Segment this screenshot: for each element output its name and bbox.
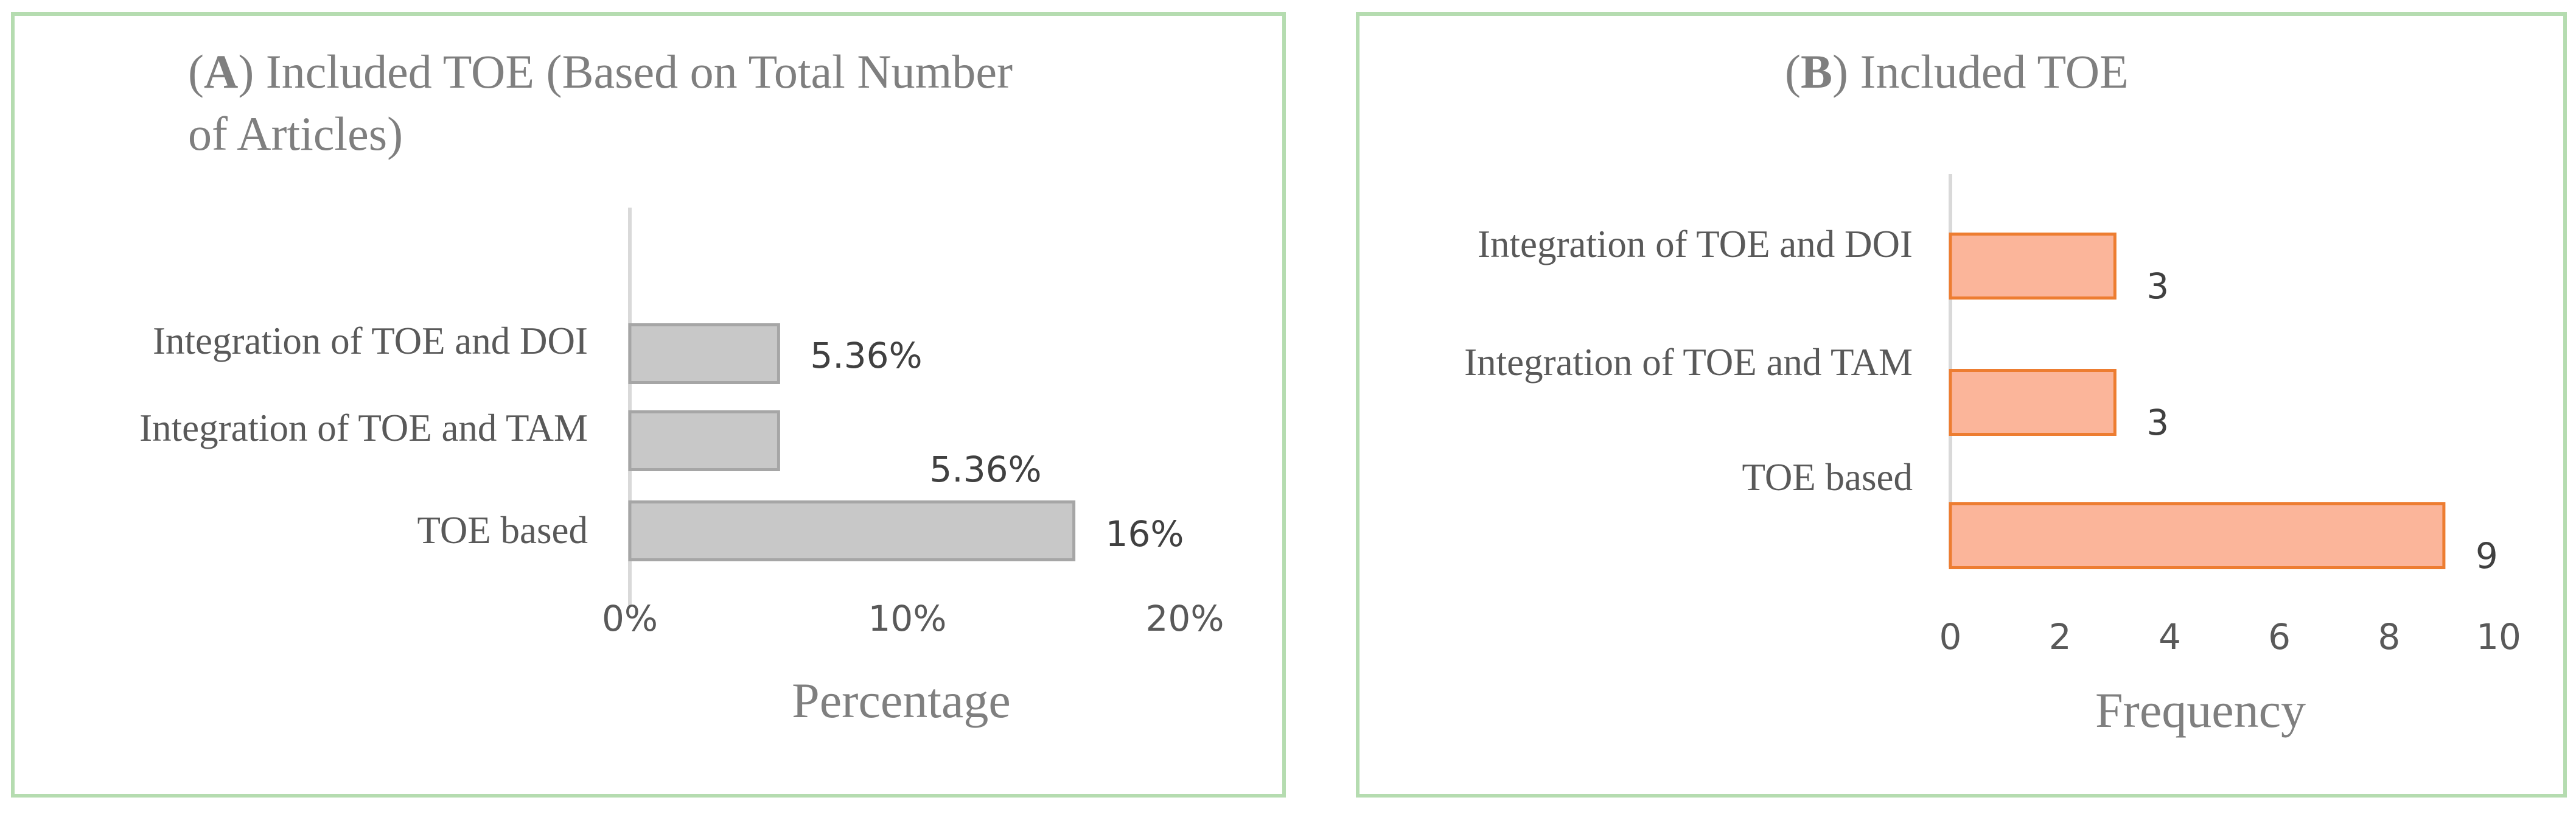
category-label: Integration of TOE and TAM [139,407,588,449]
chart-a-svg: (A) Included TOE (Based on Total Number … [139,45,1224,728]
bar [1949,233,2117,300]
x-tick-label: 2 [2049,616,2072,657]
category-label: TOE based [1742,456,1913,499]
x-tick-label: 6 [2268,616,2291,657]
chart-panel-b: (B) Included TOE Frequency 0 2 4 6 8 10 Integr… [1356,12,2567,798]
category-label: TOE based [417,509,588,552]
bar [1949,502,2446,569]
x-tick-label: 8 [2378,616,2400,657]
x-tick-label: 4 [2159,616,2181,657]
bar [628,323,780,384]
category-label: Integration of TOE and TAM [1464,341,1913,384]
bar [1949,369,2117,436]
bar [628,500,1076,561]
bar [628,410,780,471]
data-label: 3 [2146,402,2169,443]
chart-b-x-axis-title: Frequency [2095,682,2306,738]
x-tick-label: 0 [1939,616,1962,657]
category-label: Integration of TOE and DOI [1478,223,1913,265]
x-tick-label: 0% [602,598,658,639]
data-label: 3 [2146,265,2169,307]
chart-a-x-axis-title: Percentage [792,673,1011,728]
x-tick-label: 20% [1146,598,1224,639]
data-label: 5.36% [929,449,1041,490]
chart-a-title-line2: of Articles) [188,107,403,160]
x-tick-label: 10 [2476,616,2521,657]
data-label: 16% [1106,513,1184,555]
data-label: 5.36% [810,335,922,376]
data-label: 9 [2476,535,2498,577]
x-tick-label: 10% [868,598,947,639]
chart-b-title: (B) Included TOE [1785,45,2129,98]
chart-panel-a: (A) Included TOE (Based on Total Number … [11,12,1286,798]
chart-a-title: (A) Included TOE (Based on Total Number [188,45,1013,98]
chart-b-svg: (B) Included TOE Frequency 0 2 4 6 8 10 Integr… [1464,45,2521,738]
category-label: Integration of TOE and DOI [153,320,588,362]
